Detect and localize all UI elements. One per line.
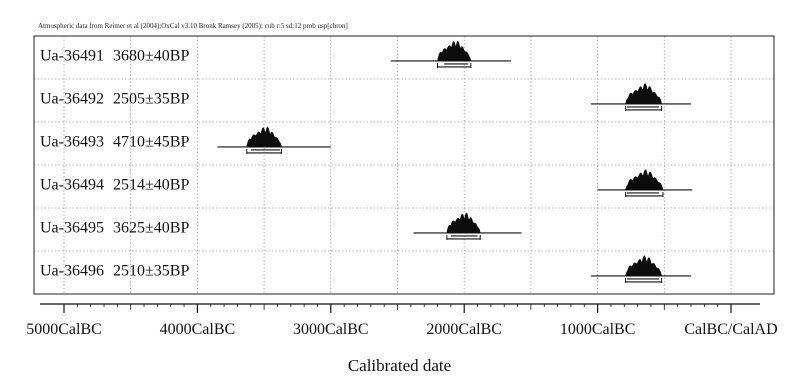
frame-border — [33, 35, 775, 295]
sample-label: Ua-36496 2510±35BP — [40, 263, 189, 280]
sample-lab-id: Ua-36496 — [40, 263, 104, 280]
sample-lab-id: Ua-36495 — [40, 220, 104, 237]
sample-date-label: 3625±40BP — [113, 220, 189, 237]
sample-label: Ua-36492 2505±35BP — [40, 91, 189, 108]
sample-lab-id: Ua-36493 — [40, 134, 104, 151]
probability-distribution — [625, 255, 663, 277]
header-note: Atmospheric data from Reimer et al (2004… — [38, 22, 348, 30]
x-tick-label: 4000CalBC — [160, 321, 236, 338]
probability-distribution — [625, 169, 664, 191]
x-axis: 5000CalBC 4000CalBC 3000CalBC 2000CalBC 1000… — [26, 303, 778, 338]
sample-label: Ua-36491 3680±40BP — [40, 48, 189, 65]
sample-date-label: 2505±35BP — [113, 91, 189, 108]
sample-lab-id: Ua-36494 — [40, 177, 104, 194]
sample-date-label: 3680±40BP — [113, 48, 189, 65]
x-tick-label: CalBC/CalAD — [684, 321, 777, 338]
sample-label: Ua-36494 2514±40BP — [40, 177, 189, 194]
sample-label: Ua-36495 3625±40BP — [40, 220, 189, 237]
sample-date-label: 2510±35BP — [113, 263, 189, 280]
probability-distribution — [625, 83, 663, 105]
x-tick-label: 5000CalBC — [26, 321, 102, 338]
x-axis-label: Calibrated date — [347, 356, 452, 375]
sample-lab-id: Ua-36492 — [40, 91, 104, 108]
probability-distribution — [437, 41, 472, 62]
sample-label: Ua-36493 4710±45BP — [40, 134, 189, 151]
x-tick-label: 2000CalBC — [426, 321, 502, 338]
probability-distribution — [246, 126, 282, 148]
x-tick-label: 3000CalBC — [293, 321, 369, 338]
probability-distribution — [446, 212, 481, 234]
sample-lab-id: Ua-36491 — [40, 48, 104, 65]
sample-date-label: 4710±45BP — [113, 134, 189, 151]
sample-date-label: 2514±40BP — [113, 177, 189, 194]
plot-frame — [33, 35, 775, 295]
grid — [34, 36, 774, 294]
x-tick-label: 1000CalBC — [560, 321, 636, 338]
